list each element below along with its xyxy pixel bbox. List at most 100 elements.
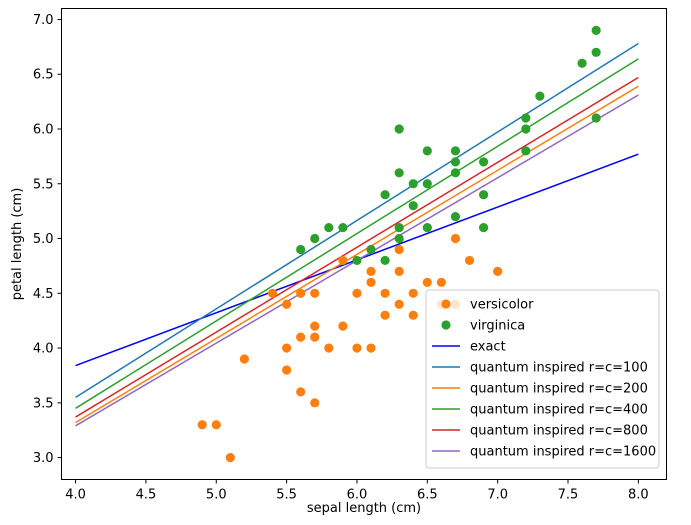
data-point (493, 266, 503, 276)
data-point (282, 299, 292, 309)
data-point (521, 146, 531, 156)
data-point (366, 277, 376, 287)
data-point (310, 398, 320, 408)
series-line (75, 42, 639, 398)
y-tick-label: 5.5 (33, 177, 54, 192)
data-point (394, 244, 404, 255)
legend-label: quantum inspired r=c=200 (470, 382, 648, 397)
data-point (478, 157, 489, 167)
legend-label: quantum inspired r=c=1600 (470, 445, 656, 460)
data-point (450, 157, 461, 167)
data-point (478, 222, 489, 233)
data-point (282, 343, 292, 353)
data-point (408, 179, 418, 189)
data-point (394, 124, 404, 134)
x-tick-label: 7.0 (487, 488, 508, 503)
x-tick-label: 6.0 (347, 488, 368, 503)
data-point (394, 299, 404, 309)
data-point (211, 420, 221, 430)
data-point (296, 288, 306, 298)
data-point (422, 277, 432, 287)
x-tick-label: 8.0 (628, 488, 649, 503)
x-tick-label: 6.5 (417, 488, 438, 503)
data-point (394, 266, 404, 276)
data-point (450, 212, 461, 222)
data-point (394, 168, 404, 178)
data-point (197, 420, 207, 430)
data-point (450, 233, 461, 244)
data-point (239, 354, 250, 364)
legend-label: quantum inspired r=c=400 (470, 403, 648, 418)
plot-frame (61, 8, 667, 480)
data-point (450, 146, 461, 156)
data-point (310, 233, 320, 244)
data-point (408, 310, 418, 320)
data-point (408, 288, 418, 298)
data-point (478, 190, 489, 200)
data-point (338, 222, 348, 233)
data-point (380, 255, 390, 266)
data-point (296, 332, 306, 342)
x-tick-label: 4.5 (136, 488, 157, 503)
data-point (338, 255, 348, 266)
series-line (75, 58, 639, 409)
x-tick-label: 4.0 (65, 488, 86, 503)
data-point (591, 113, 601, 123)
legend-box (425, 289, 660, 469)
y-tick-label: 5.0 (33, 232, 54, 247)
data-point (366, 343, 376, 353)
y-axis-label: petal length (cm) (10, 188, 25, 301)
data-point (310, 332, 320, 342)
data-point (324, 343, 334, 353)
x-tick-label: 7.5 (558, 488, 579, 503)
data-point (436, 277, 446, 287)
data-point (422, 222, 432, 233)
series-line (75, 76, 639, 418)
data-point (296, 244, 306, 255)
legend-label: quantum inspired r=c=800 (470, 424, 648, 439)
data-point (282, 365, 292, 375)
data-point (296, 387, 306, 397)
data-point (366, 244, 376, 255)
data-point (521, 124, 531, 134)
legend-label: versicolor (470, 298, 534, 313)
data-point (591, 47, 601, 57)
data-point (450, 168, 461, 178)
x-axis-label: sepal length (cm) (307, 501, 421, 516)
x-tick-label: 5.5 (276, 488, 297, 503)
data-point (225, 452, 235, 463)
data-point (338, 321, 348, 331)
data-point (352, 343, 362, 353)
data-point (591, 25, 601, 36)
legend-marker (441, 299, 451, 309)
y-tick-label: 6.0 (33, 122, 54, 137)
data-point (366, 266, 376, 276)
data-point (267, 288, 278, 298)
data-point (577, 58, 587, 68)
legend-label: quantum inspired r=c=100 (470, 361, 648, 376)
data-point (408, 201, 418, 211)
y-tick-label: 4.5 (33, 287, 54, 302)
legend-label: virginica (470, 319, 525, 334)
y-tick-label: 3.0 (33, 451, 54, 466)
data-point (310, 288, 320, 298)
legend: versicolor virginica exact quantum inspired… (425, 289, 660, 469)
data-point (521, 113, 531, 123)
data-point (394, 222, 404, 233)
data-point (380, 288, 390, 298)
data-point (464, 255, 475, 266)
y-tick-label: 6.5 (33, 68, 54, 83)
y-tick-label: 3.5 (33, 396, 54, 411)
data-point (380, 190, 390, 200)
data-point (394, 233, 404, 244)
data-point (422, 179, 432, 189)
data-point (352, 288, 362, 298)
y-axis-ticks: 3.0 3.5 4.0 4.5 5.0 5.5 6.0 6.5 7.0 (33, 13, 62, 466)
data-point (422, 146, 432, 156)
legend-marker (441, 320, 451, 330)
y-tick-label: 7.0 (33, 13, 54, 28)
legend-label: exact (470, 340, 506, 355)
data-point (310, 321, 320, 331)
series-line (75, 85, 639, 424)
